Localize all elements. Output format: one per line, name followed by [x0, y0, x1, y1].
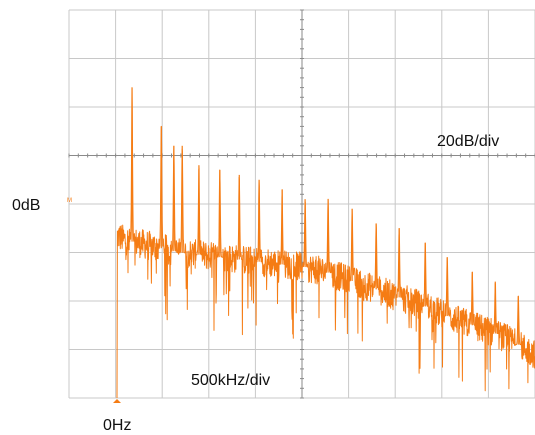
- harmonic-peaks: [132, 88, 518, 345]
- y-scale-label: 20dB/div: [437, 133, 499, 151]
- x-scale-label: 500kHz/div: [191, 372, 270, 390]
- x-origin-label: 0Hz: [103, 417, 131, 435]
- zero-hz-marker: [113, 399, 121, 403]
- y-reference-label: 0dB: [12, 197, 40, 215]
- reference-level-marker: M: [67, 198, 72, 204]
